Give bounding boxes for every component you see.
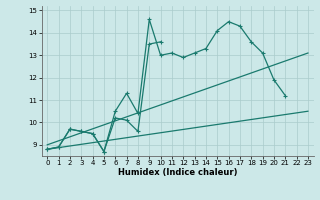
X-axis label: Humidex (Indice chaleur): Humidex (Indice chaleur): [118, 168, 237, 177]
